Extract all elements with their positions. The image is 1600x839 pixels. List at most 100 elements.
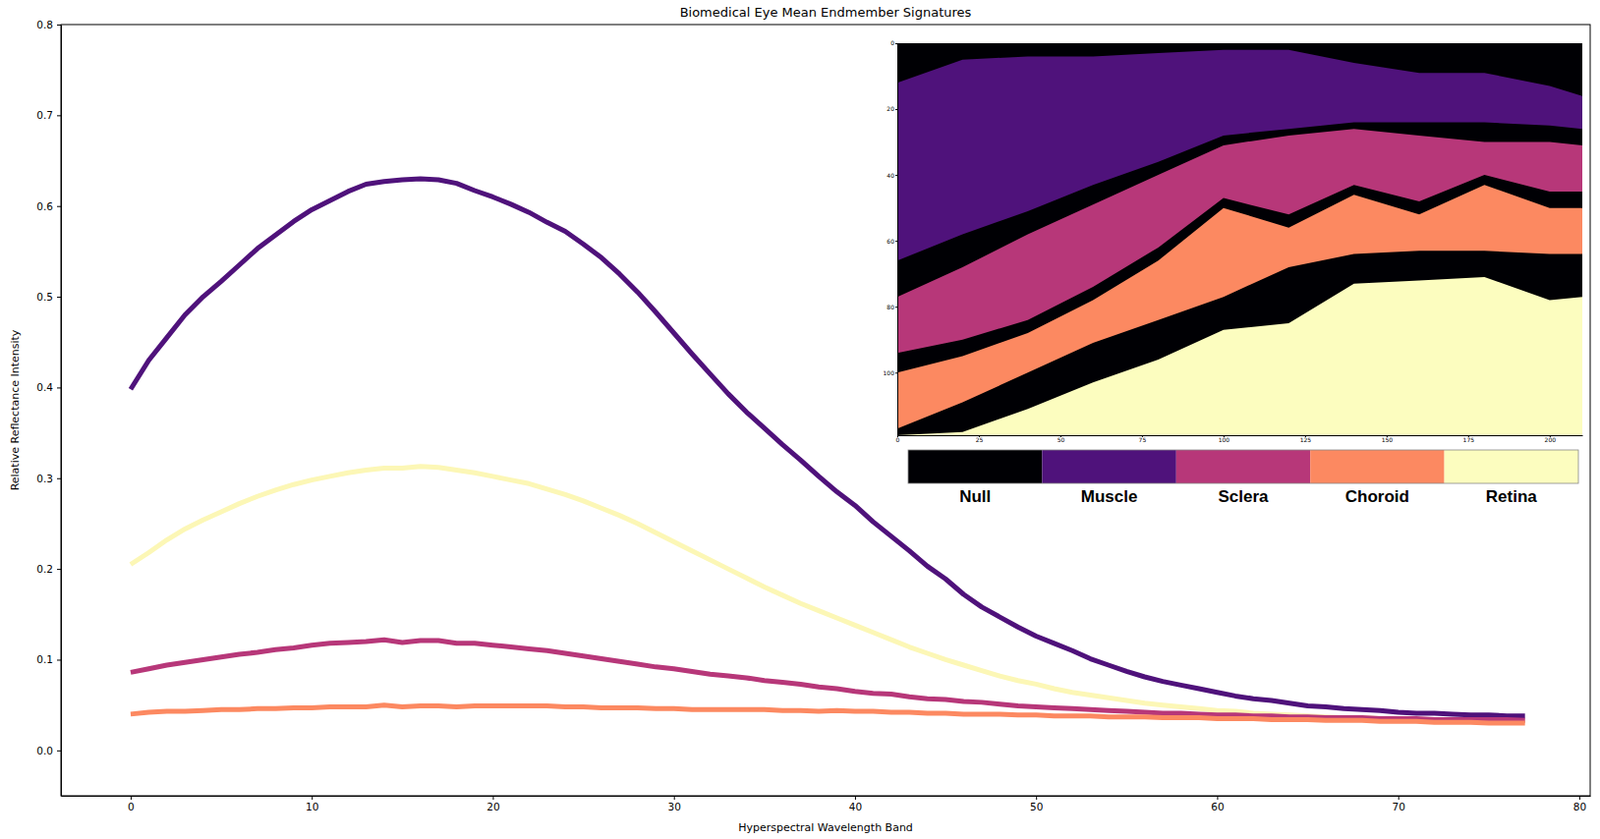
tick: 0 <box>127 796 135 813</box>
tick-mark <box>57 387 61 389</box>
tick: 40 <box>849 796 862 813</box>
tick-label: 175 <box>1463 436 1476 444</box>
tick: 0.1 <box>36 653 61 666</box>
tick-mark <box>57 206 61 208</box>
tick-mark <box>895 174 898 176</box>
x-axis: 0 10 20 30 40 50 60 70 80 <box>61 796 1592 813</box>
y-axis-title: Relative Reflectance Intensity <box>8 329 22 491</box>
tick-label: 100 <box>1218 436 1231 444</box>
tick: 150 <box>1381 435 1394 444</box>
inset-y-axis: 0 20 40 60 80 100 <box>883 39 899 436</box>
tick: 0.4 <box>36 381 61 394</box>
tick-label: 80 <box>1573 800 1587 813</box>
tick-mark <box>1579 796 1581 800</box>
tick-mark <box>855 796 857 800</box>
tick: 50 <box>1029 796 1043 813</box>
tick-label: 0 <box>896 436 901 444</box>
tick-label: 25 <box>975 436 984 444</box>
tick-label: 10 <box>305 800 319 813</box>
tick-label: 0.2 <box>36 563 54 575</box>
tick-label: 20 <box>486 800 500 813</box>
segmentation-inset: 0 25 50 75 100 125 150 175 200 0 20 40 60 80 100 Null Mu… <box>877 29 1587 514</box>
inset-y-axis-line <box>897 44 899 437</box>
tick: 25 <box>975 435 984 444</box>
tick: 0.3 <box>36 472 61 485</box>
tick-label: 0.7 <box>36 109 54 121</box>
tick-label: 60 <box>886 237 895 245</box>
tick: 0.0 <box>36 744 61 757</box>
tick: 40 <box>886 171 898 179</box>
tick: 10 <box>305 796 319 813</box>
tick: 75 <box>1139 435 1147 444</box>
tick-label: 0 <box>890 39 895 47</box>
tick-label: 50 <box>1057 436 1066 444</box>
tick-label: 40 <box>849 800 862 813</box>
tick-mark <box>895 306 898 308</box>
inset-plot-area <box>897 43 1583 436</box>
tick-label: 80 <box>886 303 895 311</box>
chart-title: Biomedical Eye Mean Endmember Signatures <box>680 4 972 20</box>
plot-frame <box>60 24 1591 797</box>
tick-label: 60 <box>1210 800 1224 813</box>
tick-mark <box>1398 796 1400 800</box>
inset-x-axis: 0 25 50 75 100 125 150 175 200 <box>896 435 1584 444</box>
tick-mark <box>130 796 132 800</box>
inset-x-axis-line <box>898 435 1584 437</box>
tick: 0 <box>890 39 898 47</box>
legend-swatch <box>1176 450 1311 484</box>
tick: 20 <box>486 796 500 813</box>
tick: 100 <box>1218 435 1231 444</box>
tick: 50 <box>1057 435 1066 444</box>
tick-mark <box>895 109 898 111</box>
tick-label: 0.0 <box>36 744 54 757</box>
tick-label: 0.1 <box>36 653 54 666</box>
tick-label: 0.8 <box>36 18 54 31</box>
tick: 0.5 <box>36 290 61 303</box>
tick-label: 0 <box>127 800 135 813</box>
tick-label: 150 <box>1381 436 1394 444</box>
y-axis-line <box>60 25 62 798</box>
tick-mark <box>895 43 898 45</box>
x-axis-line <box>61 796 1592 798</box>
tick-label: 0.3 <box>36 472 54 485</box>
tick-mark <box>57 296 61 298</box>
tick-label: 100 <box>883 369 896 377</box>
legend-label: Null <box>959 487 991 507</box>
legend-swatch <box>908 450 1042 484</box>
tick-label: 30 <box>668 800 682 813</box>
tick-label: 125 <box>1300 436 1313 444</box>
x-axis-title: Hyperspectral Wavelength Band <box>738 821 914 835</box>
tick-mark <box>895 240 898 242</box>
tick-label: 0.5 <box>36 290 54 303</box>
tick: 80 <box>886 303 898 311</box>
tick-label: 50 <box>1029 800 1043 813</box>
tick: 30 <box>668 796 682 813</box>
tick: 0.7 <box>36 109 61 121</box>
chart: Biomedical Eye Mean Endmember Signatures… <box>0 0 1600 839</box>
tick: 60 <box>1210 796 1224 813</box>
tick: 200 <box>1544 435 1557 444</box>
tick: 100 <box>883 369 898 377</box>
y-axis: 0.0 0.1 0.2 0.3 0.4 0.5 0.6 0.7 0.8 <box>36 18 61 798</box>
tick-mark <box>57 478 61 480</box>
legend-label: Retina <box>1485 487 1539 507</box>
legend-label: Muscle <box>1081 487 1139 507</box>
tick-label: 200 <box>1544 436 1557 444</box>
legend-label: Choroid <box>1345 487 1410 507</box>
tick-mark <box>57 114 61 116</box>
tick-mark <box>492 796 494 800</box>
tick-mark <box>1216 796 1218 800</box>
tick: 60 <box>886 237 898 245</box>
tick-label: 0.6 <box>36 200 54 213</box>
tick-label: 40 <box>886 171 895 179</box>
tick: 80 <box>1573 796 1587 813</box>
tick: 70 <box>1392 796 1406 813</box>
tick-mark <box>674 796 676 800</box>
tick: 0 <box>896 435 901 444</box>
tick-mark <box>1035 796 1037 800</box>
region-area <box>897 277 1583 436</box>
tick-label: 20 <box>886 105 895 113</box>
legend-label: Sclera <box>1217 487 1269 507</box>
legend: Null Muscle Sclera Choroid Retina <box>908 450 1579 507</box>
tick-mark <box>57 659 61 661</box>
